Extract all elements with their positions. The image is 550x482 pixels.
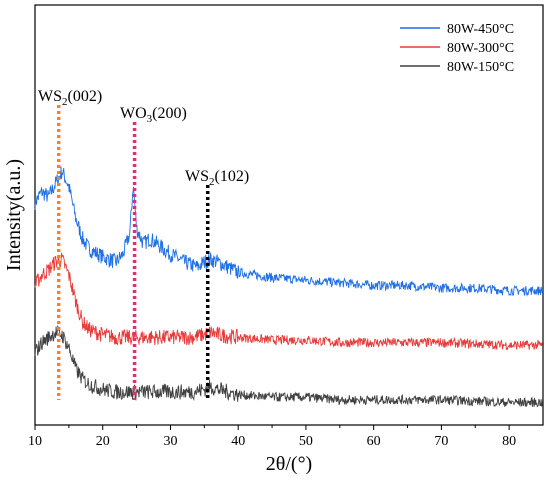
x-tick-label-5: 60 bbox=[367, 434, 381, 449]
reference-lines: WS2(002) WO3(200) WS2(102) bbox=[38, 88, 249, 400]
x-tick-label-4: 50 bbox=[299, 434, 313, 449]
x-tick-label-1: 20 bbox=[96, 434, 110, 449]
ref-label-1: WO3(200) bbox=[120, 105, 187, 125]
x-tick-label-2: 30 bbox=[163, 434, 177, 449]
plot-frame bbox=[34, 4, 544, 426]
x-tick-label-0: 10 bbox=[28, 434, 42, 449]
legend-label-2: 80W-150°C bbox=[447, 60, 514, 75]
legend: 80W-450°C 80W-300°C 80W-150°C bbox=[400, 22, 514, 75]
x-tick-label-3: 40 bbox=[231, 434, 245, 449]
ref-label-0: WS2(002) bbox=[38, 88, 102, 108]
series-line-0 bbox=[34, 166, 544, 297]
ref-label-2: WS2(102) bbox=[185, 168, 249, 188]
traces bbox=[34, 166, 544, 408]
y-axis-label: Intensity(a.u.) bbox=[3, 159, 25, 271]
legend-label-1: 80W-300°C bbox=[447, 41, 514, 56]
x-tick-label-6: 70 bbox=[434, 434, 448, 449]
x-axis-ticks: 10 20 30 40 50 60 70 80 bbox=[28, 425, 516, 449]
x-tick-label-7: 80 bbox=[502, 434, 516, 449]
legend-label-0: 80W-450°C bbox=[447, 22, 514, 37]
x-axis-label: 2θ/(°) bbox=[266, 453, 312, 475]
series-line-1 bbox=[34, 252, 544, 351]
series-line-2 bbox=[34, 324, 544, 408]
